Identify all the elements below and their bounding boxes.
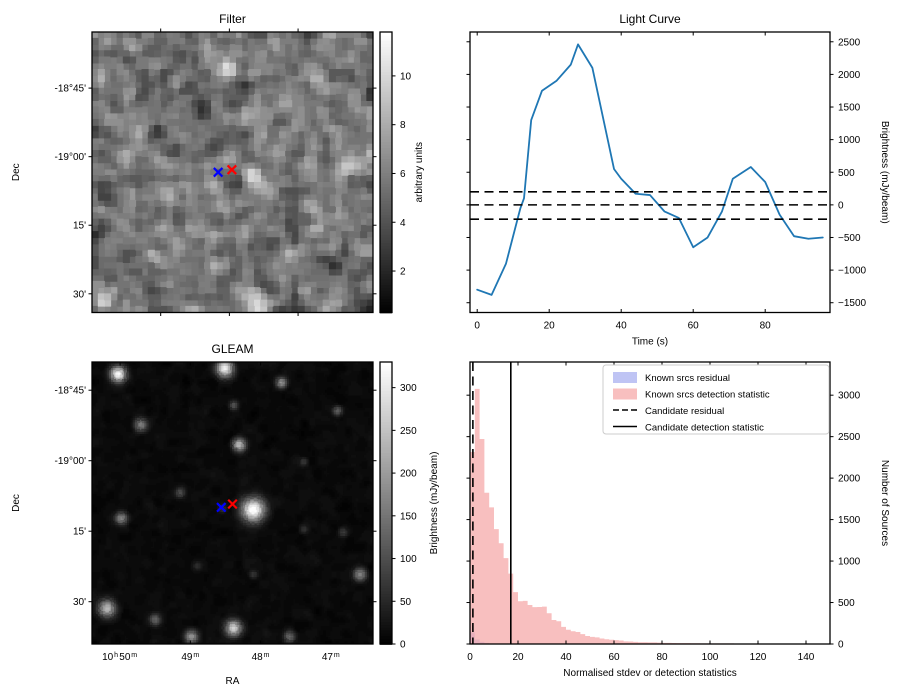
svg-text:100: 100 xyxy=(400,554,417,565)
svg-text:RA: RA xyxy=(226,676,240,687)
svg-text:0: 0 xyxy=(467,652,473,663)
svg-text:49: 49 xyxy=(181,652,193,663)
svg-text:arbitrary units: arbitrary units xyxy=(414,142,425,203)
svg-text:Known srcs residual: Known srcs residual xyxy=(645,373,730,384)
svg-text:80: 80 xyxy=(656,652,668,663)
svg-text:Number of Sources: Number of Sources xyxy=(879,460,890,546)
svg-text:1000: 1000 xyxy=(838,557,861,568)
svg-text:40: 40 xyxy=(560,652,572,663)
svg-text:47: 47 xyxy=(322,652,334,663)
svg-text:Normalised stdev or detection: Normalised stdev or detection statistics xyxy=(563,668,736,679)
svg-text:50: 50 xyxy=(119,652,131,663)
svg-text:GLEAM: GLEAM xyxy=(211,342,253,356)
svg-text:15': 15' xyxy=(73,527,86,538)
svg-text:30': 30' xyxy=(73,289,86,300)
svg-text:Light Curve: Light Curve xyxy=(619,12,681,26)
svg-text:m: m xyxy=(193,652,199,659)
svg-text:-18°45': -18°45' xyxy=(55,84,87,95)
svg-text:1500: 1500 xyxy=(838,515,861,526)
svg-text:40: 40 xyxy=(616,321,628,332)
svg-text:100: 100 xyxy=(702,652,719,663)
svg-text:2500: 2500 xyxy=(838,37,861,48)
svg-text:8: 8 xyxy=(400,120,406,131)
svg-text:120: 120 xyxy=(750,652,767,663)
svg-text:48: 48 xyxy=(252,652,264,663)
svg-text:6: 6 xyxy=(400,169,406,180)
svg-text:−1000: −1000 xyxy=(838,266,867,277)
svg-text:Brightness (mJy/beam): Brightness (mJy/beam) xyxy=(879,121,890,224)
svg-text:2: 2 xyxy=(400,267,406,278)
svg-text:2500: 2500 xyxy=(838,432,861,443)
svg-text:500: 500 xyxy=(838,168,855,179)
svg-text:60: 60 xyxy=(688,321,700,332)
svg-text:-18°45': -18°45' xyxy=(55,386,87,397)
svg-text:0: 0 xyxy=(400,640,406,651)
svg-text:30': 30' xyxy=(73,597,86,608)
svg-text:Candidate residual: Candidate residual xyxy=(645,406,724,417)
svg-text:-19°00': -19°00' xyxy=(55,456,87,467)
svg-text:−500: −500 xyxy=(838,233,861,244)
svg-text:Dec: Dec xyxy=(11,163,22,181)
svg-text:4: 4 xyxy=(400,218,406,229)
svg-text:Dec: Dec xyxy=(11,494,22,512)
svg-text:Candidate detection statistic: Candidate detection statistic xyxy=(645,423,764,434)
svg-text:−1500: −1500 xyxy=(838,298,867,309)
svg-text:2000: 2000 xyxy=(838,70,861,81)
svg-text:h: h xyxy=(114,652,118,659)
svg-text:150: 150 xyxy=(400,511,417,522)
svg-text:200: 200 xyxy=(400,469,417,480)
svg-text:10: 10 xyxy=(400,71,412,82)
svg-text:80: 80 xyxy=(760,321,772,332)
svg-text:Time (s): Time (s) xyxy=(632,337,668,348)
svg-text:m: m xyxy=(334,652,340,659)
svg-text:20: 20 xyxy=(544,321,556,332)
svg-text:500: 500 xyxy=(838,598,855,609)
svg-text:15': 15' xyxy=(73,221,86,232)
svg-text:m: m xyxy=(131,652,137,659)
svg-text:60: 60 xyxy=(608,652,620,663)
svg-text:140: 140 xyxy=(798,652,815,663)
svg-text:300: 300 xyxy=(400,383,417,394)
svg-text:1500: 1500 xyxy=(838,103,861,114)
svg-text:0: 0 xyxy=(838,200,844,211)
svg-text:20: 20 xyxy=(512,652,524,663)
svg-text:Filter: Filter xyxy=(219,12,246,26)
svg-text:Known srcs detection statistic: Known srcs detection statistic xyxy=(645,390,770,401)
svg-text:3000: 3000 xyxy=(838,391,861,402)
svg-text:10: 10 xyxy=(102,652,114,663)
svg-text:-19°00': -19°00' xyxy=(55,152,87,163)
svg-text:0: 0 xyxy=(474,321,480,332)
svg-text:1000: 1000 xyxy=(838,135,861,146)
svg-text:250: 250 xyxy=(400,426,417,437)
svg-text:50: 50 xyxy=(400,597,412,608)
svg-text:2000: 2000 xyxy=(838,474,861,485)
svg-text:0: 0 xyxy=(838,640,844,651)
svg-text:Brightness (mJy/beam): Brightness (mJy/beam) xyxy=(429,452,440,555)
svg-text:m: m xyxy=(264,652,270,659)
